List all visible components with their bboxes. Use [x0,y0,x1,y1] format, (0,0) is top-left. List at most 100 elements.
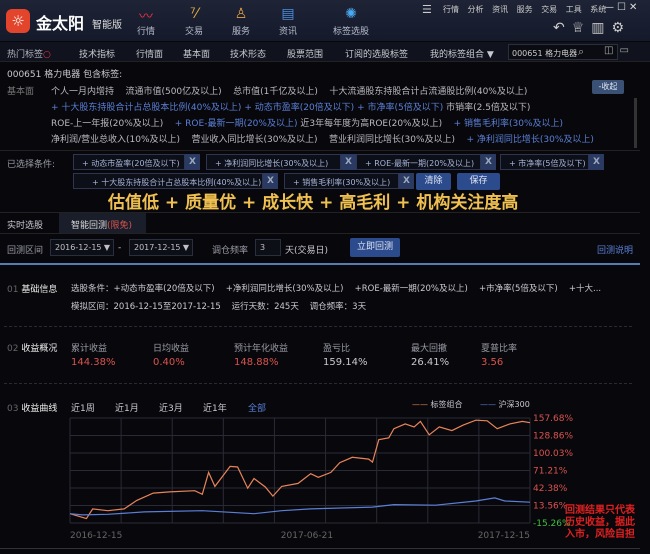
tag-row: 个人一月内增持 流通市值(500亿及以上) 总市值(1千亿及以上) 十大流通股东… [51,84,527,97]
section-title: 收益概况 [21,344,58,354]
tag[interactable]: + 净利润同比增长(30%及以上) [466,135,594,145]
strategy-slogan: 估值低 + 质量优 + 成长快 + 高毛利 + 机构关注度高 [108,193,519,213]
tag[interactable]: 个人一月内增持 [51,87,115,97]
period-1m[interactable]: 近1月 [115,404,139,414]
tab-my-combos[interactable]: 我的标签组合 ▼ [430,50,494,60]
start-date-select[interactable]: 2016-12-15 ▼ [50,239,114,256]
tag[interactable]: + ROE-最新一期(20%及以上) [174,119,298,129]
split-view-icon[interactable]: ◫ [604,45,620,56]
back-icon[interactable]: ↶ [553,20,572,36]
nav-label: 标签选股 [332,27,369,37]
menu-item[interactable]: 分析 [467,5,484,14]
condition-chip: + 净利润同比增长(30%及以上) [206,154,341,170]
tag[interactable]: ROE-上一年报(20%及以上) [51,119,164,129]
menu-list-icon[interactable]: ☰ [422,3,432,16]
dropdown-icon: ▼ [182,243,189,252]
menu-item[interactable]: 资讯 [492,5,509,14]
remove-chip-button[interactable]: X [185,154,200,170]
section-number: 02 [7,344,19,354]
stock-tags-title: 000651 格力电器 包含标签: [7,70,123,80]
menu-item[interactable]: 系统 [590,5,607,14]
bank-icon[interactable]: ▥ [591,20,612,36]
tag[interactable]: 近3年每年度为高ROE(20%及以上) [300,119,443,129]
menu-item[interactable]: 行情 [443,5,459,14]
free-badge: (限免) [107,221,133,231]
window-controls[interactable]: —☐✕ [604,2,641,13]
top-menu[interactable]: 行情 分析 资讯 服务 交易 工具 系统 [443,4,606,15]
trade-icon: ⁷⁄ [190,6,198,22]
remove-chip-button[interactable]: X [589,154,604,170]
nav-news[interactable]: ▤ 资讯 [268,6,308,37]
period-all[interactable]: 全部 [248,404,267,414]
tab-backtest[interactable]: 智能回测(限免) [59,213,146,233]
menu-item[interactable]: 工具 [565,5,582,14]
menu-item[interactable]: 服务 [516,5,533,14]
tag[interactable]: + 动态市盈率(20倍及以下) [244,103,355,113]
tag[interactable]: 市销率(2.5倍及以下) [446,103,531,113]
tab-pattern[interactable]: 技术形态 [230,50,267,60]
rebalance-freq-input[interactable]: 3 [255,239,281,256]
backtest-help-link[interactable]: 回测说明 [597,246,634,256]
run-backtest-button[interactable]: 立即回测 [350,238,400,257]
period-3m[interactable]: 近3月 [159,404,183,414]
tag[interactable]: 营业利润同比增长(30%及以上) [329,135,456,145]
settings-icon[interactable]: ⚙ [611,20,632,36]
end-date-select[interactable]: 2017-12-15 ▼ [129,239,193,256]
period-1y[interactable]: 近1年 [203,404,227,414]
freq-unit: 天(交易日) [285,246,329,256]
remove-chip-button[interactable]: X [481,154,496,170]
scrollbar[interactable] [634,98,637,148]
layout-icons[interactable]: ◫▭ [604,45,635,56]
tag[interactable]: 十大流通股东持股合计占流通股比例(40%及以上) [329,87,528,97]
x-tick-label: 2017-12-15 [478,531,530,541]
message-icon[interactable]: ▭ [619,45,635,56]
nav-trade[interactable]: ⁷⁄ 交易 [174,6,214,37]
tag[interactable]: 总市值(1千亿及以上) [233,87,318,97]
tag[interactable]: 流通市值(500亿及以上) [125,87,222,97]
clear-button[interactable]: 清除 [416,173,451,190]
tab-hot-tags[interactable]: 热门标签○ [7,47,51,60]
x-tick-label: 2017-06-21 [281,531,333,541]
search-icon[interactable]: ⌕ [578,45,585,58]
toolbar-icons[interactable]: ↶♕▥⚙ [553,20,631,36]
news-icon: ▤ [281,6,295,22]
tab-subscribed[interactable]: 订阅的选股标签 [345,50,409,60]
condition-chip: + 动态市盈率(20倍及以下) [73,154,185,170]
tab-stock-range[interactable]: 股票范围 [287,50,324,60]
fire-icon: ○ [43,50,51,60]
remove-chip-button[interactable]: X [399,173,414,189]
dropdown-icon: ▼ [103,243,110,252]
tab-tech-indicator[interactable]: 技术指标 [79,50,116,60]
rebalance-freq: 调仓频率：3天 [309,302,367,312]
tab-realtime[interactable]: 实时选股 [7,221,44,231]
menu-item[interactable]: 交易 [541,5,558,14]
tag[interactable]: + 销售毛利率(30%及以上) [453,119,564,129]
stat-label: 累计收益 [71,344,108,354]
nav-quotes[interactable]: 〰行情 [126,6,166,37]
stock-search-input[interactable]: 000651 格力电器 [508,44,618,60]
section-returns: 02 收益概况 [7,341,57,354]
tag[interactable]: + 市净率(5倍及以下) [357,103,444,113]
category-label: 基本面 [7,87,35,97]
divider [0,212,640,213]
tag[interactable]: 营业收入同比增长(30%及以上) [191,135,318,145]
collapse-button[interactable]: -收起 [592,80,624,94]
remove-chip-button[interactable]: X [263,173,278,189]
tab-label: 热门标签 [7,50,44,60]
legend-hs300: —— 沪深300 [480,399,530,410]
tab-market[interactable]: 行情面 [136,50,164,60]
trophy-icon[interactable]: ♕ [571,20,592,36]
stat-value: 148.88% [234,357,279,368]
nav-service[interactable]: ♙ 服务 [221,6,261,37]
divider [4,326,632,327]
tab-fundamental[interactable]: 基本面 [183,50,211,60]
end-date: 2017-12-15 [134,243,181,252]
nav-tag-picker[interactable]: ✺ 标签选股 [326,6,376,37]
remove-chip-button[interactable]: X [341,154,356,170]
divider [0,548,640,549]
tag[interactable]: 净利润/营业总收入(10%及以上) [51,135,181,145]
person-icon: ♙ [234,6,248,22]
tag[interactable]: + 十大股东持股合计占总股本比例(40%及以上) [51,103,242,113]
period-1w[interactable]: 近1周 [71,404,95,414]
save-button[interactable]: 保存 [457,173,500,190]
